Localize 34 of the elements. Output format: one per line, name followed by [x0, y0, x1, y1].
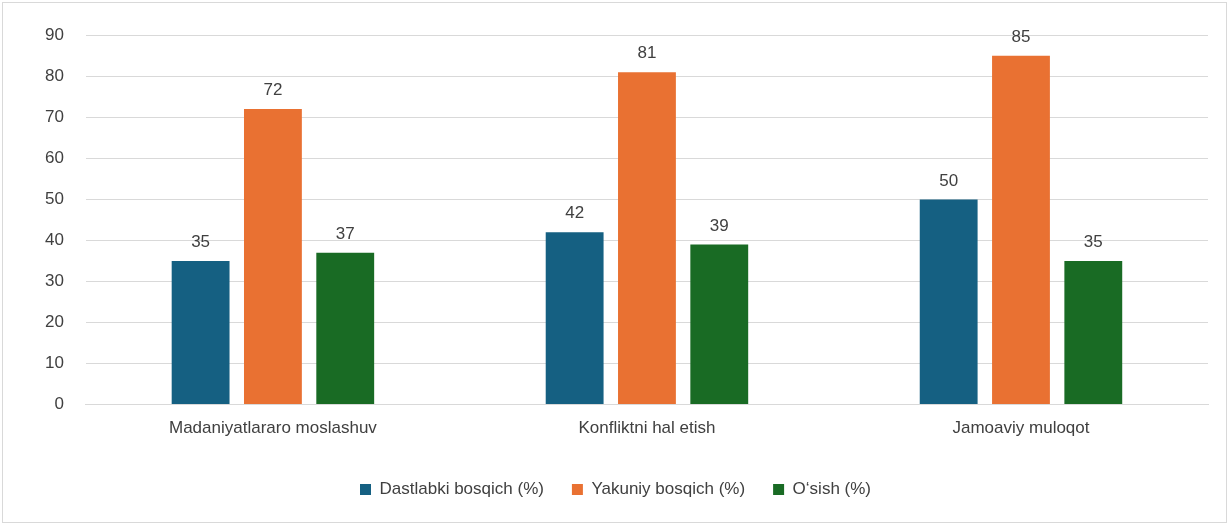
bar: [919, 199, 978, 405]
x-tick-label: Konfliktni hal etish: [578, 418, 716, 438]
data-label: 37: [335, 223, 355, 243]
data-label: 42: [565, 203, 585, 223]
data-label: 35: [1083, 232, 1103, 252]
bar: [244, 109, 302, 405]
legend-label: O‘sish (%): [792, 479, 872, 499]
bar: [690, 244, 749, 405]
y-tick-label: 70: [44, 106, 64, 126]
data-label: 72: [263, 80, 283, 100]
x-tick-label: Madaniyatlararo moslashuv: [168, 418, 378, 438]
data-label: 85: [1011, 26, 1031, 46]
x-tick-label: Jamoaviy muloqot: [952, 418, 1090, 438]
legend-label: Yakuniy bosqich (%): [591, 479, 746, 499]
bar: [171, 260, 230, 405]
y-tick-label: 60: [44, 148, 64, 168]
data-label: 50: [939, 170, 959, 190]
bar: [545, 232, 604, 405]
y-tick-label: 0: [54, 394, 64, 414]
data-label: 35: [191, 232, 211, 252]
y-tick-label: 80: [44, 65, 64, 85]
y-tick-label: 20: [44, 312, 64, 332]
y-tick-label: 10: [44, 353, 64, 373]
legend-label: Dastlabki bosqich (%): [379, 479, 544, 499]
y-tick-label: 30: [44, 271, 64, 291]
y-tick-label: 50: [44, 189, 64, 209]
y-tick-label: 90: [44, 24, 64, 44]
bar: [1064, 260, 1123, 405]
bar: [316, 252, 375, 405]
bar: [618, 72, 676, 405]
y-tick-label: 40: [44, 230, 64, 250]
data-label: 39: [709, 215, 729, 235]
bar: [992, 55, 1050, 405]
data-label: 81: [637, 43, 657, 63]
